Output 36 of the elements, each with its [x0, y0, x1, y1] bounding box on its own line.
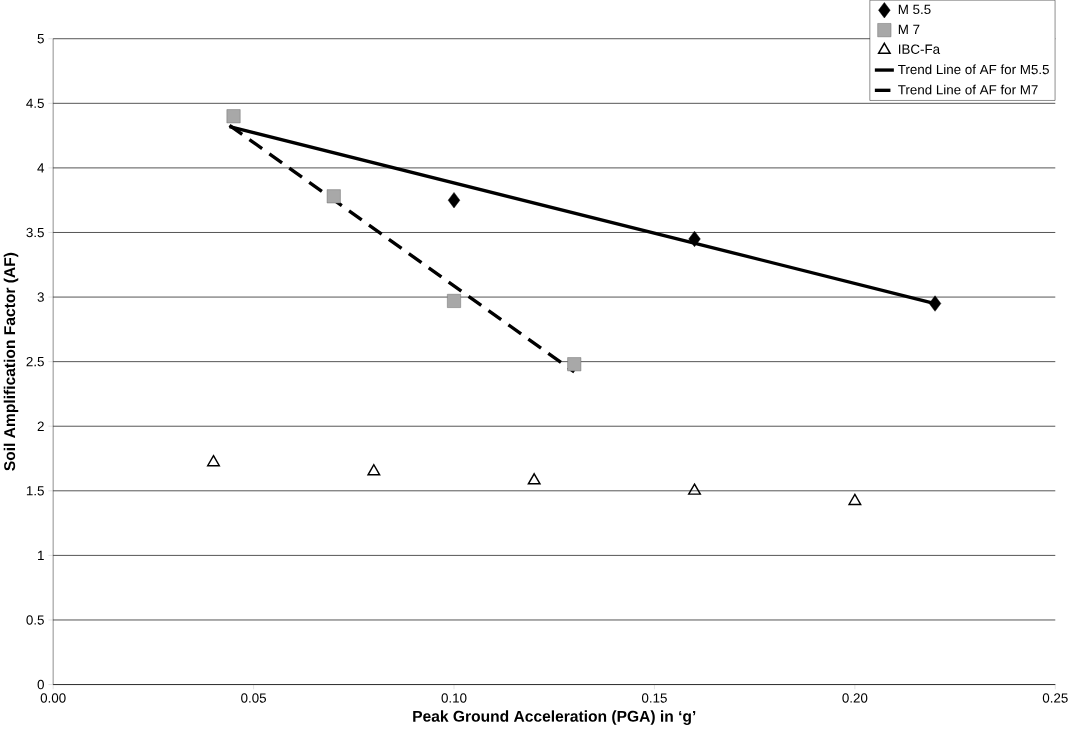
- point: [928, 295, 942, 312]
- y-tick-label: 5: [37, 34, 44, 44]
- point: [226, 109, 241, 124]
- point: [567, 357, 582, 372]
- point: [848, 493, 862, 506]
- y-tick-label: 1.5: [26, 486, 44, 496]
- point: [527, 473, 541, 485]
- y-tick-label: 2: [37, 421, 44, 432]
- legend-label: Trend Line of AF for M5.5: [898, 64, 1049, 75]
- x-tick-label: 0.15: [641, 693, 667, 703]
- legend-label: M 5.5: [898, 4, 931, 15]
- y-tick-label: 0.5: [26, 615, 44, 625]
- y-tick-label: 4.5: [26, 98, 44, 109]
- point: [447, 192, 461, 209]
- x-axis-title: Peak Ground Acceleration (PGA) in ‘g’: [413, 710, 696, 726]
- legend-label: Trend Line of AF for M7: [898, 84, 1038, 95]
- point: [367, 464, 381, 476]
- point: [447, 294, 461, 309]
- x-tick-label: 0.00: [40, 693, 66, 703]
- x-tick-label: 0.20: [842, 693, 868, 703]
- x-tick-label: 0.05: [241, 693, 267, 703]
- point: [326, 189, 341, 204]
- point: [206, 455, 221, 467]
- y-tick-label: 3.5: [26, 227, 44, 238]
- y-tick-label: 0: [37, 680, 44, 690]
- point: [688, 483, 702, 496]
- point: [688, 231, 701, 248]
- x-tick-label: 0.10: [441, 693, 467, 703]
- y-axis-title: Soil Amplification Factor (AF): [3, 253, 19, 471]
- y-tick-label: 2.5: [26, 357, 44, 367]
- y-tick-label: 1: [38, 550, 44, 561]
- y-tick-label: 4: [37, 163, 45, 173]
- legend-label: M 7: [898, 24, 920, 35]
- y-tick-label: 3: [37, 292, 44, 302]
- legend-label: IBC-Fa: [899, 44, 941, 55]
- x-tick-label: 0.25: [1042, 693, 1068, 703]
